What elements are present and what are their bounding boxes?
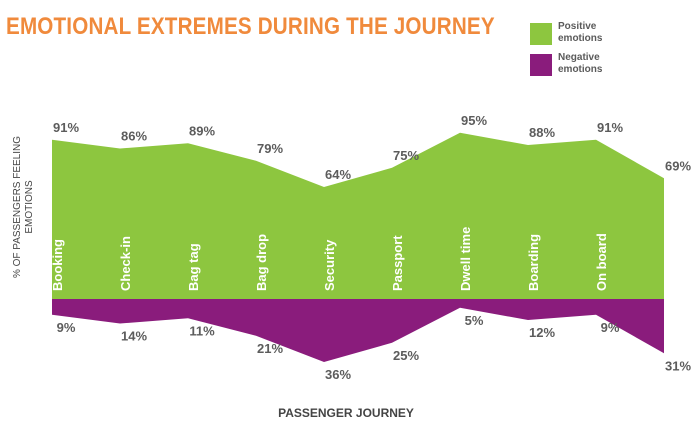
category-label: Passport bbox=[390, 235, 405, 291]
negative-area bbox=[52, 299, 664, 362]
positive-area bbox=[52, 132, 664, 299]
negative-value-label: 31% bbox=[665, 358, 691, 373]
positive-value-label: 79% bbox=[257, 141, 283, 156]
negative-value-label: 9% bbox=[601, 320, 620, 335]
legend-label-positive: Positive emotions bbox=[558, 21, 603, 44]
positive-value-label: 86% bbox=[121, 129, 147, 144]
chart-title: EMOTIONAL EXTREMES DURING THE JOURNEY bbox=[6, 13, 495, 40]
legend-swatch-positive bbox=[530, 23, 552, 45]
category-label: Bag collection bbox=[662, 202, 677, 291]
legend-label-negative: Negative emotions bbox=[558, 52, 603, 75]
negative-value-label: 36% bbox=[325, 367, 351, 382]
category-label: On board bbox=[594, 233, 609, 291]
category-label: Boarding bbox=[526, 234, 541, 291]
positive-value-label: 91% bbox=[597, 120, 623, 135]
x-axis-label: PASSENGER JOURNEY bbox=[278, 406, 414, 420]
negative-value-label: 12% bbox=[529, 325, 555, 340]
positive-value-label: 69% bbox=[665, 158, 691, 173]
category-label: Booking bbox=[50, 239, 65, 291]
positive-value-label: 95% bbox=[461, 113, 487, 128]
category-label: Security bbox=[322, 239, 337, 291]
negative-value-label: 11% bbox=[189, 323, 215, 338]
negative-value-label: 14% bbox=[121, 329, 147, 344]
negative-value-label: 25% bbox=[393, 348, 419, 363]
negative-value-label: 9% bbox=[57, 320, 76, 335]
legend-swatch-negative bbox=[530, 54, 552, 76]
positive-value-label: 88% bbox=[529, 125, 555, 140]
category-label: Dwell time bbox=[458, 227, 473, 291]
category-label: Check-in bbox=[118, 236, 133, 291]
positive-value-label: 89% bbox=[189, 123, 215, 138]
category-label: Bag drop bbox=[254, 234, 269, 291]
positive-value-label: 91% bbox=[53, 120, 79, 135]
negative-value-label: 5% bbox=[465, 313, 484, 328]
category-label: Bag tag bbox=[186, 243, 201, 291]
negative-value-label: 21% bbox=[257, 341, 283, 356]
positive-value-label: 64% bbox=[325, 167, 351, 182]
positive-value-label: 75% bbox=[393, 148, 419, 163]
